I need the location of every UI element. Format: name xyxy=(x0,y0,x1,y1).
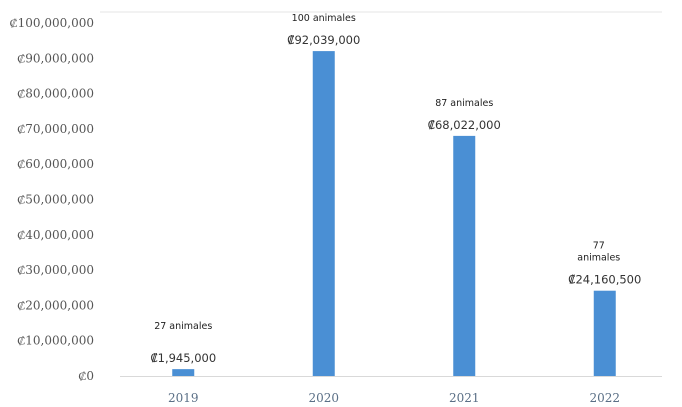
y-tick-label: ₡100,000,000 xyxy=(10,16,94,30)
bar-2022 xyxy=(593,290,616,376)
bar-2020 xyxy=(312,51,335,377)
bar-2019 xyxy=(172,369,195,376)
y-tick-label: ₡60,000,000 xyxy=(17,157,94,171)
y-tick-label: ₡30,000,000 xyxy=(17,263,94,277)
data-labels: ₡1,945,000 27 animales ₡92,039,000 100 anim… xyxy=(150,13,641,365)
x-tick-label: 2021 xyxy=(449,391,480,405)
x-tick-label: 2022 xyxy=(589,391,620,405)
value-label: ₡24,160,500 xyxy=(568,273,641,287)
value-label: ₡92,039,000 xyxy=(287,33,360,47)
value-label: ₡1,945,000 xyxy=(150,351,216,365)
animal-count-annotation: 87 animales xyxy=(435,98,493,109)
bar-2021 xyxy=(453,135,476,376)
animal-count-annotation: 100 animales xyxy=(292,13,356,24)
bar-series xyxy=(172,51,616,377)
x-axis: 2019 2020 2021 2022 xyxy=(168,391,620,405)
value-label: ₡68,022,000 xyxy=(428,118,501,132)
y-tick-label: ₡90,000,000 xyxy=(17,51,94,65)
animal-count-annotation: animales xyxy=(577,253,620,264)
y-tick-label: ₡80,000,000 xyxy=(17,87,94,101)
animal-count-annotation: 27 animales xyxy=(154,321,212,332)
y-tick-label: ₡50,000,000 xyxy=(17,193,94,207)
y-tick-label: ₡10,000,000 xyxy=(17,334,94,348)
y-tick-label: ₡40,000,000 xyxy=(17,228,94,242)
y-axis: ₡0 ₡10,000,000 ₡20,000,000 ₡30,000,000 ₡40,0… xyxy=(10,16,94,383)
y-tick-label: ₡70,000,000 xyxy=(17,122,94,136)
animal-count-annotation: 77 xyxy=(593,241,605,252)
x-tick-label: 2020 xyxy=(308,391,339,405)
y-tick-label: ₡0 xyxy=(78,369,94,383)
y-tick-label: ₡20,000,000 xyxy=(17,298,94,312)
x-tick-label: 2019 xyxy=(168,391,199,405)
